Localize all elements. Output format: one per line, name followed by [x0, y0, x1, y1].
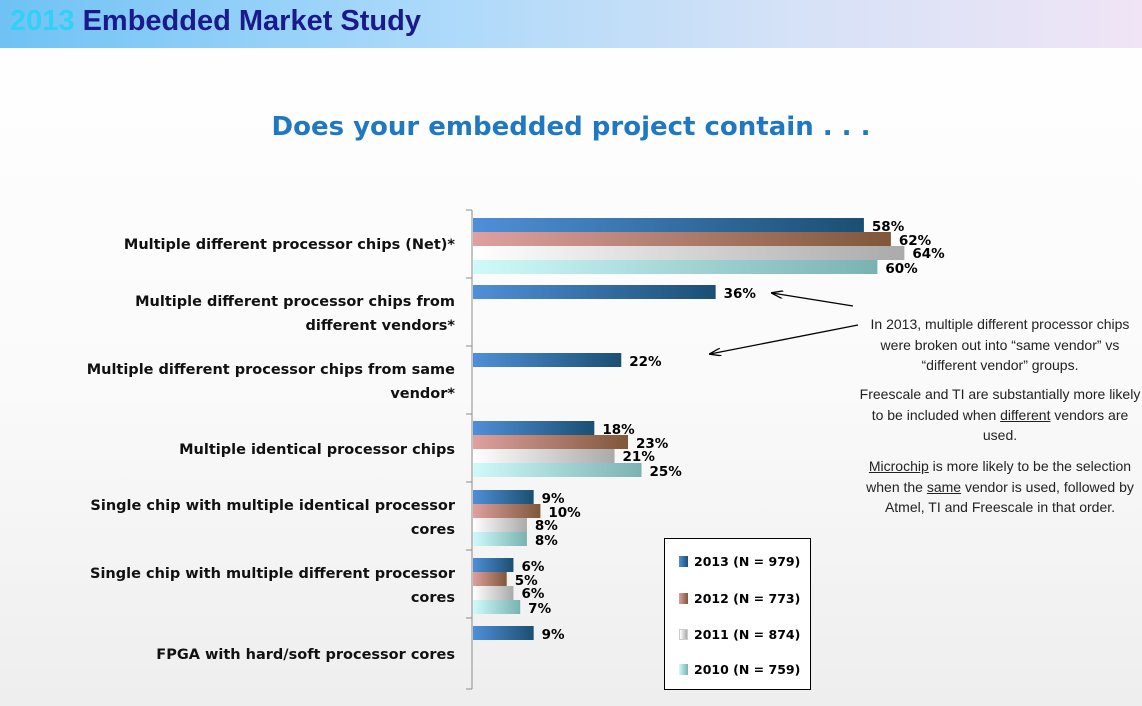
legend-swatch-2011	[679, 629, 688, 640]
bar-2011-cat-4	[473, 518, 527, 532]
bar-2011-cat-5	[473, 586, 513, 600]
bar-2010-cat-5	[473, 600, 520, 614]
value-label-2013-cat-3: 18%	[602, 422, 635, 438]
note-microchip-emphasis: Microchip	[869, 458, 929, 474]
legend-label-2013: 2013 (N = 979)	[694, 554, 800, 569]
legend-swatch-2013	[679, 556, 688, 567]
value-label-2011-cat-5: 6%	[521, 586, 544, 602]
value-label-2013-cat-2: 22%	[629, 354, 662, 370]
callout-arrow-different-vendor	[772, 293, 853, 306]
category-label-0: Multiple different processor chips (Net)…	[60, 233, 455, 257]
category-label-2: Multiple different processor chips from …	[60, 358, 455, 406]
category-label-6: FPGA with hard/soft processor cores	[60, 643, 455, 667]
bar-2013-cat-3	[473, 421, 594, 435]
legend-swatch-2010	[679, 664, 688, 675]
callout-arrow-same-vendor	[710, 325, 858, 354]
category-label-1: Multiple different processor chips from …	[60, 290, 455, 338]
note-microchip: Microchip is more likely to be the selec…	[858, 456, 1142, 518]
legend-label-2010: 2010 (N = 759)	[694, 662, 800, 677]
value-label-2010-cat-0: 60%	[885, 261, 918, 277]
bar-2013-cat-0	[473, 218, 864, 232]
value-label-2013-cat-6: 9%	[542, 627, 565, 643]
value-label-2011-cat-0: 64%	[912, 246, 945, 262]
bar-2013-cat-6	[473, 626, 534, 640]
bar-2012-cat-0	[473, 232, 891, 246]
value-label-2010-cat-5: 7%	[528, 601, 551, 617]
bar-2013-cat-1	[473, 285, 716, 299]
bar-2010-cat-0	[473, 260, 877, 274]
legend-label-2011: 2011 (N = 874)	[694, 627, 800, 642]
bar-2010-cat-4	[473, 532, 527, 546]
value-label-2011-cat-4: 8%	[535, 518, 558, 534]
legend-item-2012: 2012 (N = 773)	[679, 588, 800, 608]
legend-item-2013: 2013 (N = 979)	[679, 551, 800, 571]
legend-item-2011: 2011 (N = 874)	[679, 624, 800, 644]
value-label-2010-cat-3: 25%	[650, 464, 683, 480]
value-label-2013-cat-1: 36%	[724, 286, 757, 302]
bar-2011-cat-0	[473, 246, 904, 260]
value-label-2011-cat-3: 21%	[623, 449, 656, 465]
bar-2013-cat-2	[473, 353, 621, 367]
category-label-5: Single chip with multiple different proc…	[60, 562, 455, 610]
note-microchip-same-emphasis: same	[927, 479, 961, 495]
note-freescale-ti-emphasis: different	[1000, 407, 1050, 423]
bar-2012-cat-4	[473, 504, 540, 518]
chart-legend: 2013 (N = 979) 2012 (N = 773) 2011 (N = …	[664, 538, 811, 690]
legend-item-2010: 2010 (N = 759)	[679, 659, 800, 679]
bar-2013-cat-4	[473, 490, 534, 504]
legend-label-2012: 2012 (N = 773)	[694, 591, 800, 606]
note-freescale-ti: Freescale and TI are substantially more …	[858, 384, 1142, 446]
category-label-3: Multiple identical processor chips	[60, 438, 455, 462]
value-label-2010-cat-4: 8%	[535, 533, 558, 549]
bar-2011-cat-3	[473, 449, 615, 463]
bar-2013-cat-5	[473, 558, 513, 572]
note-vendor-breakout: In 2013, multiple different processor ch…	[858, 314, 1142, 376]
bar-2012-cat-5	[473, 572, 507, 586]
bar-2010-cat-3	[473, 463, 642, 477]
legend-swatch-2012	[679, 593, 688, 604]
category-label-4: Single chip with multiple identical proc…	[60, 494, 455, 542]
